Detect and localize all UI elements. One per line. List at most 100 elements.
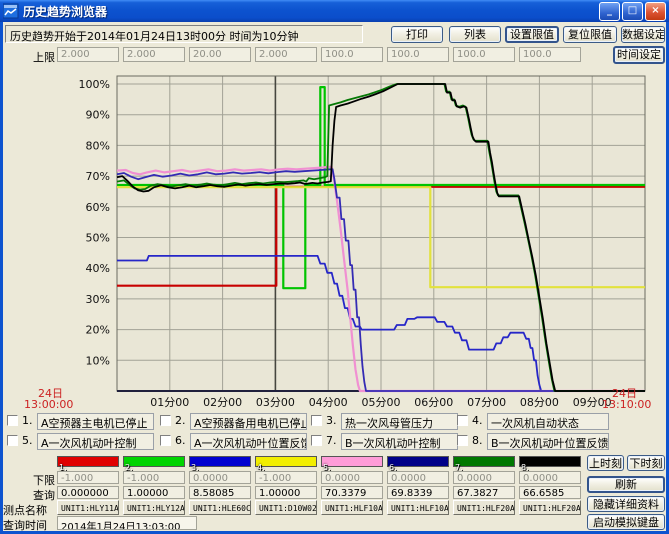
x-tick-label: 07分00 — [467, 396, 506, 409]
next-time-button[interactable]: 下时刻 — [627, 455, 665, 471]
upper-limit-field-8: 100.0 — [519, 47, 581, 62]
legend-number-3: 3. — [326, 414, 337, 427]
point-name-field-7: UNIT1:HLF20AS — [453, 500, 515, 515]
query-value-field-6: 69.8339 — [387, 486, 449, 499]
point-name-field-2: UNIT1:HLY12AI — [123, 500, 185, 515]
legend-checkbox-4[interactable] — [457, 415, 468, 426]
legend-checkbox-5[interactable] — [7, 435, 18, 446]
query-value-field-3: 8.58085 — [189, 486, 251, 499]
series-8 — [116, 83, 645, 392]
lower-limit-field-1: -1.000 — [57, 471, 119, 484]
query-label: 查询 — [33, 489, 55, 502]
legend-checkbox-7[interactable] — [311, 435, 322, 446]
y-tick-label: 20% — [86, 324, 110, 337]
end-time-label: 13:10:00 — [602, 398, 651, 411]
title-bar[interactable]: 历史趋势浏览器 _ □ × — [0, 0, 669, 22]
point-name-field-1: UNIT1:HLY11AI — [57, 500, 119, 515]
start-time-label: 13:00:00 — [24, 398, 73, 411]
channel-swatch-3: 3. — [189, 456, 251, 472]
lower-limit-field-7: 0.0000 — [453, 471, 515, 484]
lower-limit-field-4: -1.000 — [255, 471, 317, 484]
x-tick-label: 04分00 — [309, 396, 348, 409]
reset-limit-button[interactable]: 复位限值 — [563, 26, 617, 43]
point-name-label: 测点名称 — [3, 504, 47, 517]
time-setting-button[interactable]: 时间设定 — [613, 46, 665, 64]
data-setting-button[interactable]: 数据设定 — [621, 26, 665, 43]
y-tick-label: 70% — [86, 170, 110, 183]
end-day-label: 24日 — [612, 387, 637, 400]
series-1 — [117, 185, 645, 287]
x-tick-label: 08分00 — [520, 396, 559, 409]
window-title: 历史趋势浏览器 — [23, 4, 108, 19]
lower-limit-field-2: -1.000 — [123, 471, 185, 484]
legend-label-3: 热一次风母管压力 — [341, 413, 458, 430]
y-tick-label: 100% — [79, 78, 110, 91]
channel-swatch-5: 5. — [321, 456, 383, 472]
upper-limit-field-7: 100.0 — [453, 47, 515, 62]
point-name-field-8: UNIT1:HLF20AS — [519, 500, 581, 515]
hide-details-button[interactable]: 隐藏详细资料 — [587, 496, 665, 512]
y-tick-label: 60% — [86, 201, 110, 214]
y-tick-label: 30% — [86, 293, 110, 306]
legend-area: 1. A空预器主电机已停止 2. A空预器备用电机已停止 3. 热一次风母管压力 4. 一次风… — [0, 413, 669, 455]
series-3 — [117, 254, 645, 392]
x-tick-label: 01分00 — [150, 396, 189, 409]
swatch-number: 5. — [323, 463, 331, 472]
series-6 — [116, 168, 645, 392]
channel-swatch-6: 6. — [387, 456, 449, 472]
y-tick-label: 50% — [86, 232, 110, 245]
lower-limit-field-6: 0.0000 — [387, 471, 449, 484]
channel-swatch-4: 4. — [255, 456, 317, 472]
point-name-field-4: UNIT1:D10W021 — [255, 500, 317, 515]
prev-time-button[interactable]: 上时刻 — [587, 455, 624, 471]
x-tick-label: 09分00 — [573, 396, 612, 409]
query-value-field-2: 1.00000 — [123, 486, 185, 499]
upper-limit-field-1: 2.000 — [57, 47, 119, 62]
window-border-right — [666, 22, 669, 534]
upper-limit-field-5: 100.0 — [321, 47, 383, 62]
upper-limit-field-6: 100.0 — [387, 47, 449, 62]
x-tick-label: 03分00 — [256, 396, 295, 409]
legend-number-1: 1. — [22, 414, 33, 427]
swatch-number: 1. — [59, 463, 67, 472]
query-time-value: 2014年1月24日13:03:00 — [57, 516, 197, 530]
minimize-button[interactable]: _ — [599, 1, 620, 21]
legend-checkbox-1[interactable] — [7, 415, 18, 426]
y-tick-label: 90% — [86, 109, 110, 122]
swatch-row: 1. 2. 3. 4. 5. 6. 7. 8. — [0, 456, 586, 472]
query-value-field-7: 67.3827 — [453, 486, 515, 499]
refresh-button[interactable]: 刷新 — [587, 476, 665, 493]
legend-label-4: 一次风机自动状态 — [487, 413, 609, 430]
channel-swatch-1: 1. — [57, 456, 119, 472]
legend-checkbox-8[interactable] — [457, 435, 468, 446]
swatch-number: 6. — [389, 463, 397, 472]
upper-limit-field-3: 20.00 — [189, 47, 251, 62]
x-tick-label: 06分00 — [414, 396, 453, 409]
point-name-field-3: UNIT1:HLE60CE — [189, 500, 251, 515]
legend-number-8: 8. — [472, 434, 483, 447]
trend-chart[interactable]: 100% 90% 80% 70% 60% 50% 40% 30% 20% 10% 01分00 02分0… — [0, 66, 669, 412]
series-5 — [116, 165, 645, 393]
list-button[interactable]: 列表 — [449, 26, 501, 43]
query-value-field-1: 0.000000 — [57, 486, 119, 499]
set-limit-button[interactable]: 设置限值 — [505, 26, 559, 43]
legend-label-6: A一次风机动叶位置反馈 — [190, 433, 307, 450]
x-tick-label: 05分00 — [362, 396, 401, 409]
channel-swatch-7: 7. — [453, 456, 515, 472]
print-button[interactable]: 打印 — [391, 26, 443, 43]
query-value-field-5: 70.3379 — [321, 486, 383, 499]
x-tick-label: 02分00 — [203, 396, 242, 409]
upper-limit-field-4: 2.000 — [255, 47, 317, 62]
maximize-button[interactable]: □ — [622, 1, 643, 21]
query-value-field-8: 66.6585 — [519, 486, 581, 499]
virtual-keyboard-button[interactable]: 启动模拟键盘 — [587, 514, 665, 530]
upper-limit-field-2: 2.000 — [123, 47, 185, 62]
legend-checkbox-2[interactable] — [160, 415, 171, 426]
close-button[interactable]: × — [645, 1, 666, 21]
legend-checkbox-6[interactable] — [160, 435, 171, 446]
legend-number-4: 4. — [472, 414, 483, 427]
legend-checkbox-3[interactable] — [311, 415, 322, 426]
window-border-left — [0, 22, 3, 534]
y-tick-label: 80% — [86, 139, 110, 152]
